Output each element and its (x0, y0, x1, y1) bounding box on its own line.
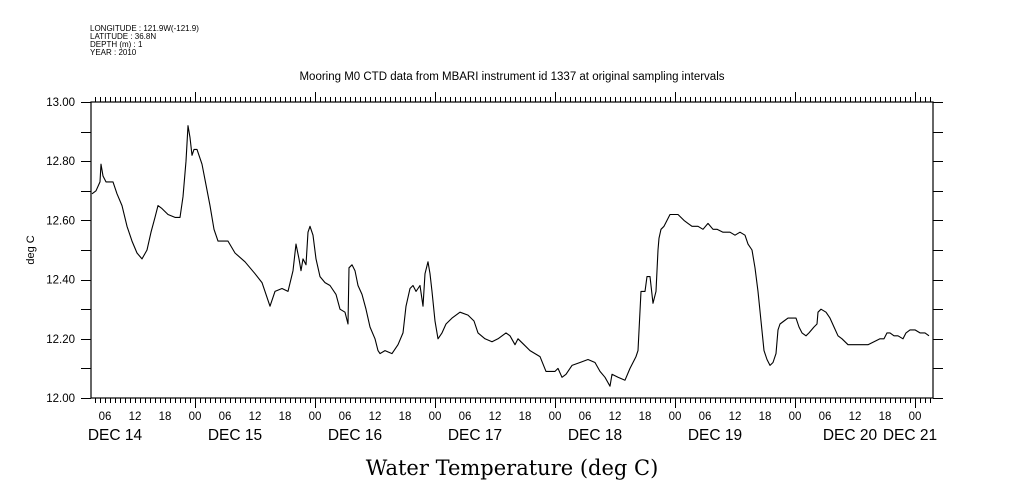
x-hour-label: 12 (729, 411, 742, 423)
plot-border (90, 101, 934, 399)
x-hour-label: 00 (909, 411, 922, 423)
longitude-text: LONGITUDE : 121.9W(-121.9) (90, 24, 199, 33)
x-hour-label: 06 (219, 411, 232, 423)
y-axis-label: deg C (25, 235, 37, 264)
x-day-label: DEC 16 (328, 427, 382, 444)
x-hour-label: 12 (489, 411, 502, 423)
x-day-label: DEC 20 (823, 427, 878, 444)
y-axis: 12.00 12.20 12.40 12.60 12.80 13.00 (46, 97, 943, 405)
x-hour-label: 06 (819, 411, 832, 423)
x-hour-label: 12 (609, 411, 622, 423)
x-hour-label: 06 (99, 411, 112, 423)
x-axis-title: Water Temperature (deg C) (366, 456, 659, 480)
series-line-water-temperature (91, 125, 930, 387)
x-hour-label: 06 (699, 411, 712, 423)
x-hour-label: 00 (549, 411, 562, 423)
x-day-label: DEC 17 (448, 427, 502, 444)
x-hour-label: 12 (129, 411, 142, 423)
depth-text: DEPTH (m) : 1 (90, 40, 143, 49)
x-hour-label: 18 (279, 411, 292, 423)
x-hour-label: 00 (189, 411, 202, 423)
x-hour-label: 12 (849, 411, 862, 423)
x-hour-label: 18 (639, 411, 652, 423)
y-tick-label: 12.00 (46, 393, 75, 405)
year-text: YEAR : 2010 (90, 48, 137, 57)
x-hour-label: 12 (369, 411, 382, 423)
x-hour-label: 06 (579, 411, 592, 423)
x-hour-label: 00 (789, 411, 802, 423)
latitude-text: LATITUDE : 36.8N (90, 32, 156, 41)
x-day-label: DEC 18 (568, 427, 622, 444)
x-hour-label: 00 (669, 411, 682, 423)
series-layer (91, 125, 930, 387)
x-hour-label: 18 (159, 411, 172, 423)
y-tick-label: 12.80 (46, 156, 75, 168)
y-tick-label: 12.60 (46, 215, 75, 227)
x-hour-label: 06 (339, 411, 352, 423)
x-day-label: DEC 19 (688, 427, 742, 444)
x-hour-label: 18 (519, 411, 532, 423)
x-hour-label: 18 (879, 411, 892, 423)
x-hour-label: 06 (459, 411, 472, 423)
chart-title: Mooring M0 CTD data from MBARI instrumen… (299, 71, 724, 83)
x-hour-label: 12 (249, 411, 262, 423)
x-hour-label: 18 (759, 411, 772, 423)
plot-frame (90, 101, 934, 399)
header-info: LONGITUDE : 121.9W(-121.9) LATITUDE : 36… (90, 24, 199, 57)
y-tick-label: 13.00 (46, 97, 75, 109)
x-hour-label: 00 (309, 411, 322, 423)
x-axis: 06 12 18 00 06 12 18 00 06 12 18 00 06 12 18 00 06 12 18 00… (88, 92, 937, 444)
x-day-label: DEC 14 (88, 427, 143, 444)
x-day-label: DEC 15 (208, 427, 262, 444)
x-hour-label: 18 (399, 411, 412, 423)
x-hour-label: 00 (429, 411, 442, 423)
y-tick-label: 12.40 (46, 275, 75, 287)
y-tick-label: 12.20 (46, 334, 75, 346)
x-day-label: DEC 21 (883, 427, 937, 444)
